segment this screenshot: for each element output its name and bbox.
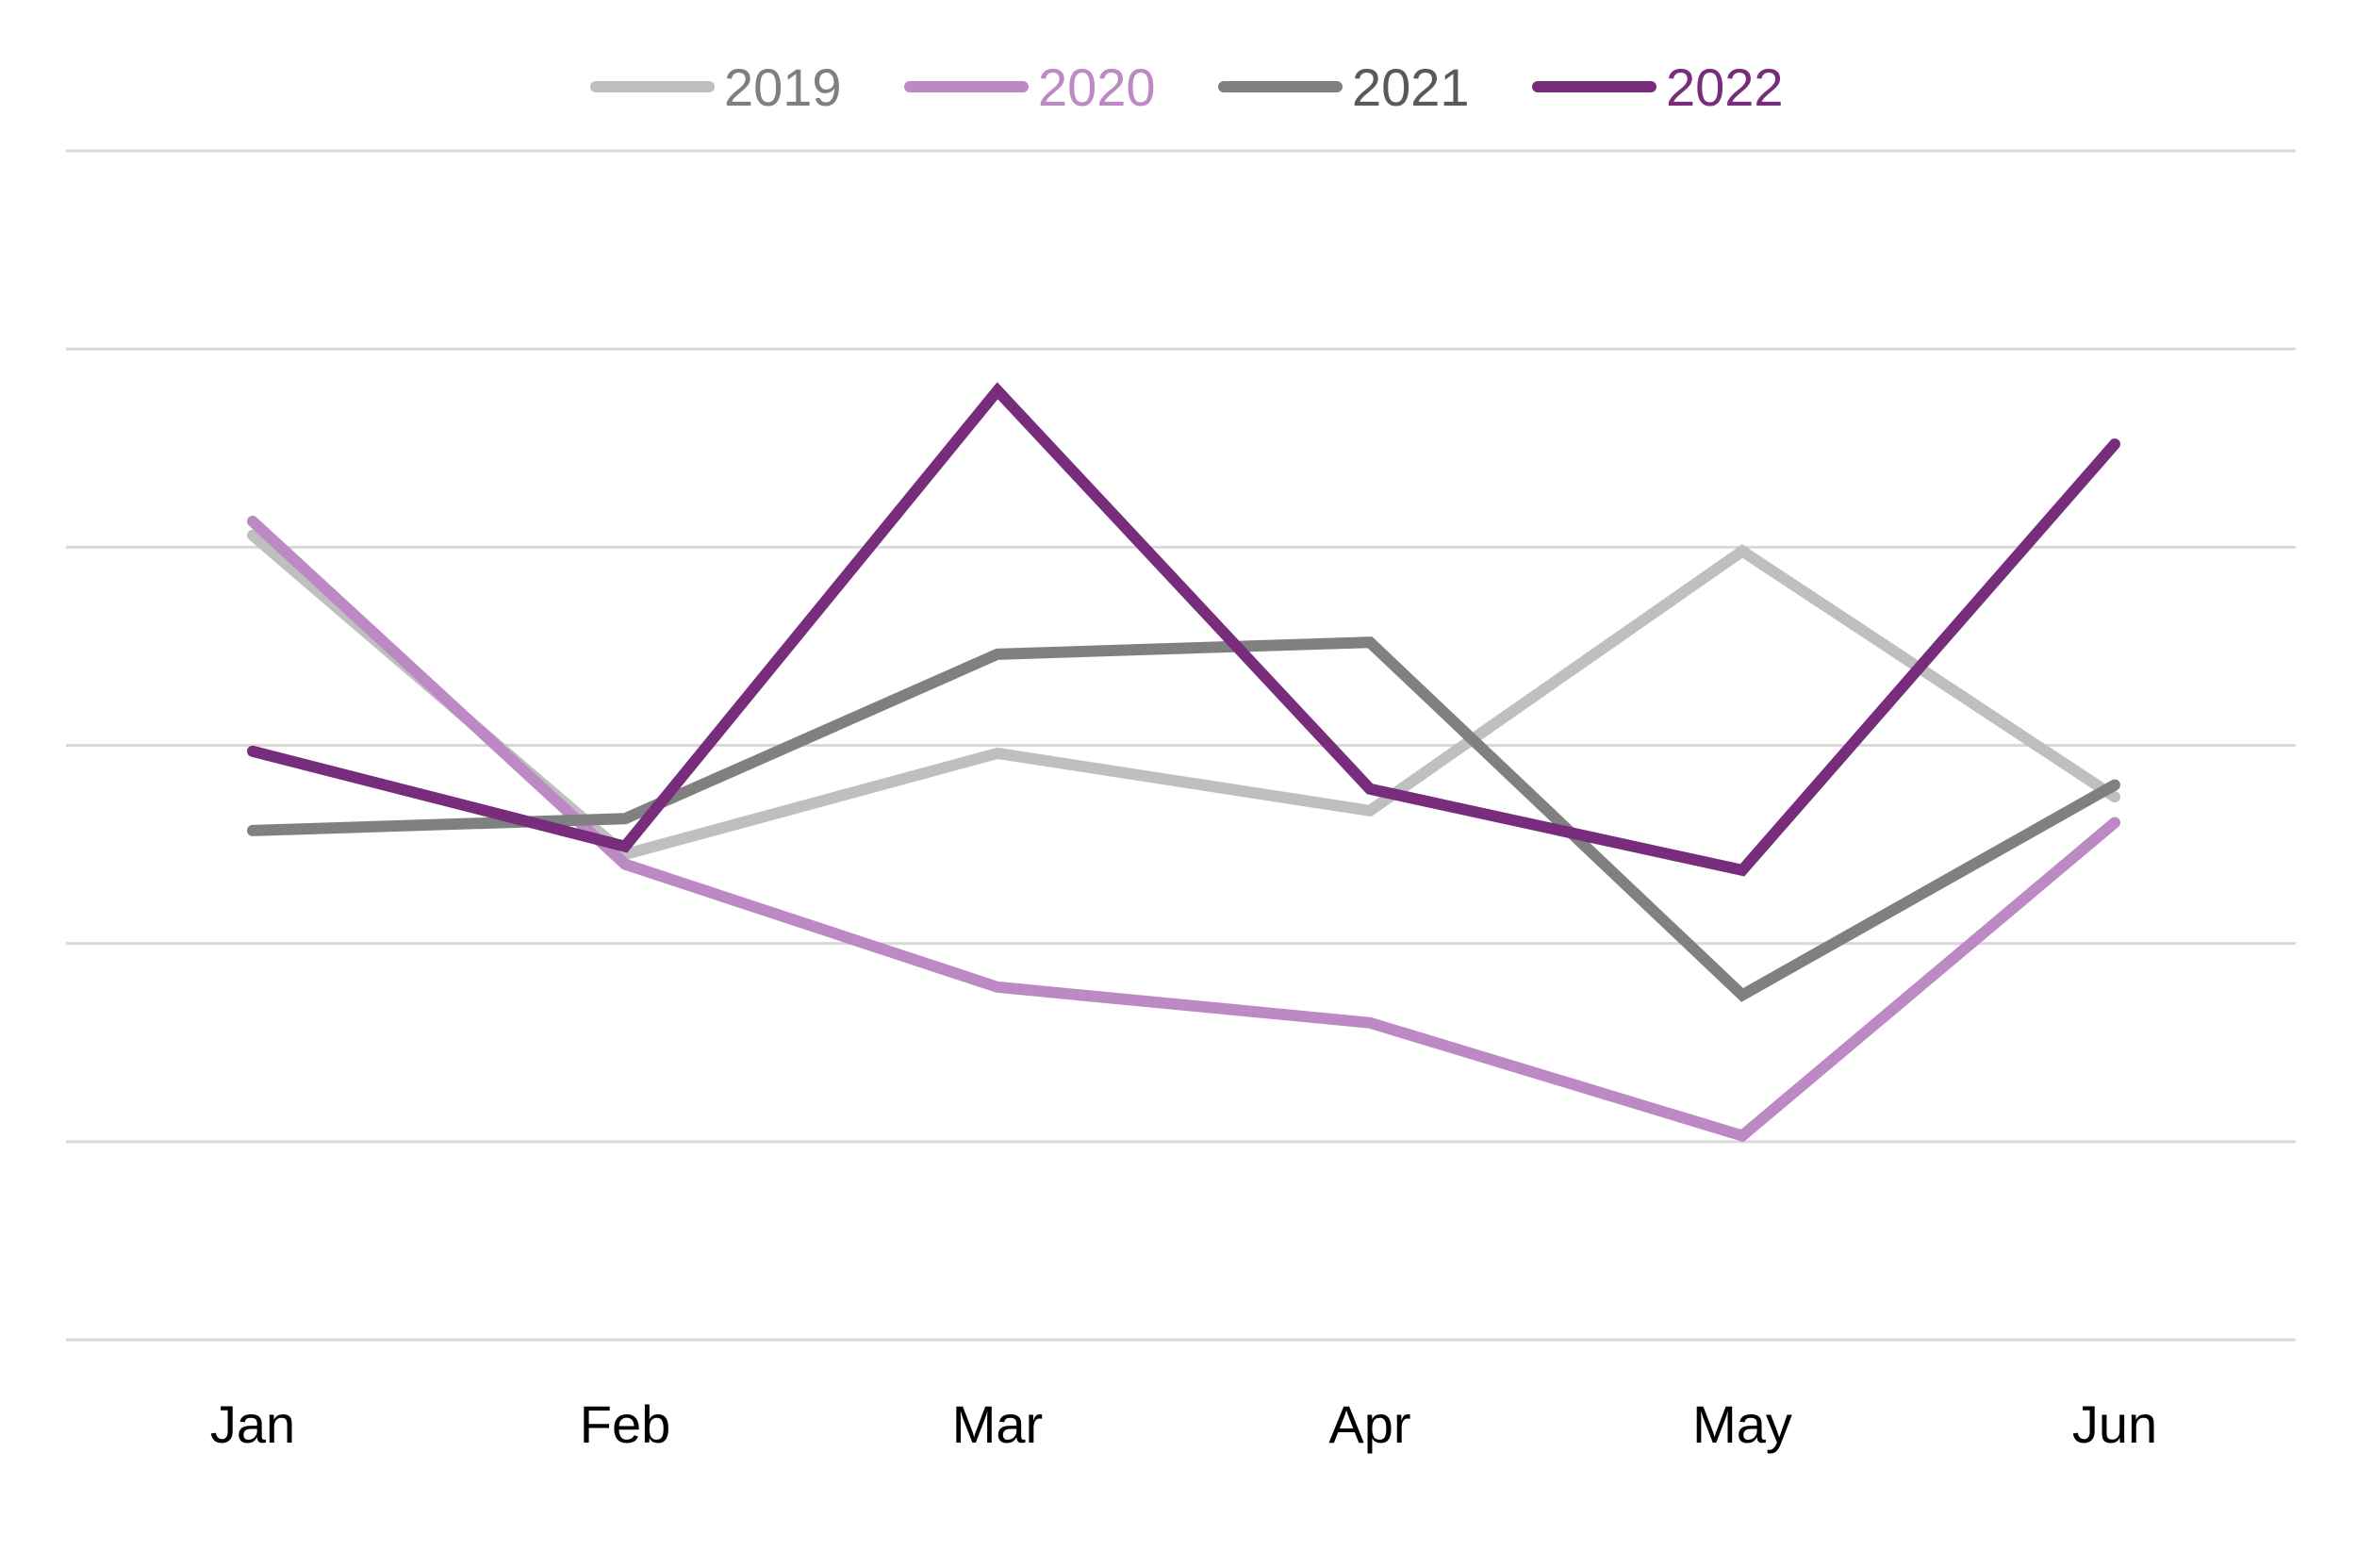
x-tick-label: Jun: [2072, 1395, 2157, 1454]
legend-label-2019: 2019: [724, 58, 842, 117]
gridlines: [66, 149, 2296, 1342]
x-tick-label: Apr: [1328, 1395, 1410, 1454]
legend-label-2020: 2020: [1038, 58, 1156, 117]
x-tick-label: Feb: [580, 1395, 671, 1454]
x-axis-tick-labels: Jan Feb Mar Apr May Jun: [210, 1395, 2157, 1454]
x-tick-label: Jan: [210, 1395, 295, 1454]
x-tick-label: Mar: [952, 1395, 1043, 1454]
series-line-2020: [247, 516, 2120, 1143]
series-line-2022: [247, 382, 2120, 877]
legend: 2019 2020 2021 2022: [590, 58, 1784, 117]
series-line-2021: [247, 636, 2120, 1002]
series-lines: [247, 382, 2120, 1143]
legend-label-2022: 2022: [1666, 58, 1784, 117]
legend-label-2021: 2021: [1352, 58, 1470, 117]
x-tick-label: May: [1692, 1395, 1792, 1454]
